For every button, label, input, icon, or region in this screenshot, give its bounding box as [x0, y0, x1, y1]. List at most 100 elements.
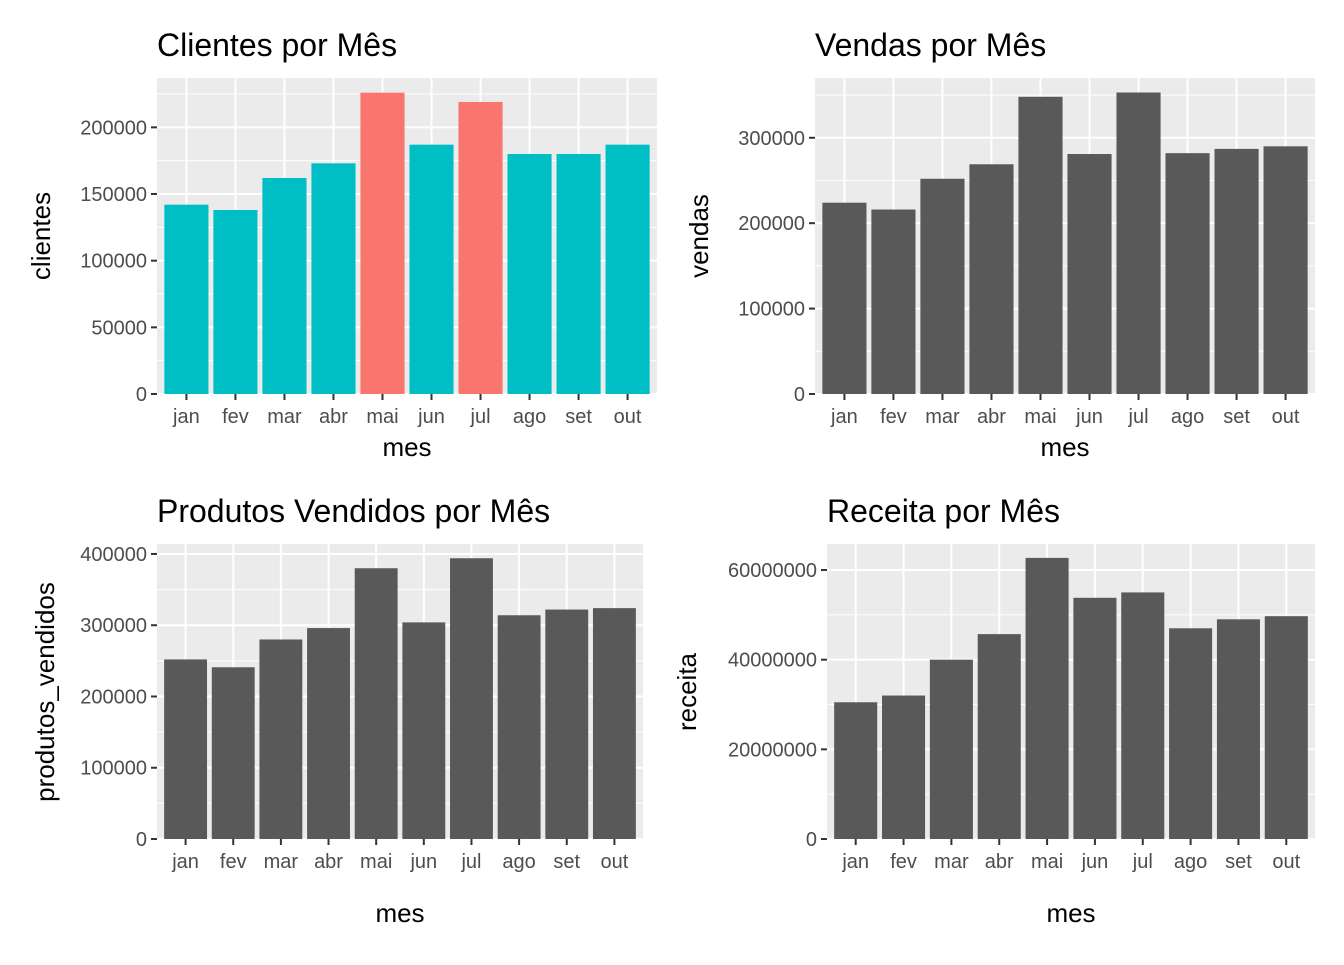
bar-set [1214, 148, 1259, 394]
x-tick-label: mar [264, 851, 299, 873]
x-tick-label: set [1223, 406, 1250, 428]
bar-fev [211, 667, 255, 839]
x-tick-label: fev [222, 406, 249, 428]
bar-fev [871, 209, 916, 394]
x-tick-label: jan [172, 406, 200, 428]
y-axis-label: receita [672, 652, 702, 731]
x-axis-ticks: jan fev mar abr mai jun jul ago set out [171, 839, 629, 873]
y-tick-label: 100000 [80, 758, 147, 780]
x-tick-label: ago [1171, 406, 1204, 428]
bar-jun [1073, 597, 1117, 839]
bar-jan [164, 659, 208, 839]
y-axis-label: vendas [684, 194, 714, 278]
x-axis-ticks: jan fev mar abr mai jun jul ago set out [841, 839, 1301, 873]
bar-jun [409, 144, 454, 394]
y-tick-label: 150000 [80, 184, 147, 206]
bar-mar [262, 178, 307, 394]
x-tick-label: abr [314, 851, 343, 873]
x-tick-label: out [1272, 406, 1300, 428]
x-tick-label: ago [1174, 851, 1207, 873]
x-tick-label: mai [1031, 851, 1063, 873]
x-tick-label: set [1225, 851, 1252, 873]
bars [834, 557, 1308, 839]
y-axis-ticks: 0 50000 100000 150000 200000 [80, 117, 157, 406]
chart-title: Clientes por Mês [157, 27, 397, 63]
x-tick-label: jul [460, 851, 481, 873]
chart-panel-vendas: Vendas por Mês 0 100000 200000 300000 jan fe… [672, 0, 1344, 480]
x-tick-label: abr [319, 406, 348, 428]
x-tick-label: jul [1128, 406, 1149, 428]
y-axis-ticks: 0 100000 200000 300000 [738, 128, 815, 406]
bars [822, 92, 1308, 395]
bar-set [1216, 619, 1260, 839]
bars [164, 92, 650, 395]
y-tick-label: 0 [136, 384, 147, 406]
x-tick-label: abr [977, 406, 1006, 428]
x-tick-label: mar [934, 851, 969, 873]
chart-vendas: Vendas por Mês 0 100000 200000 300000 jan fe… [684, 27, 1315, 462]
y-tick-label: 400000 [80, 544, 147, 566]
x-tick-label: mai [1024, 406, 1056, 428]
bar-mar [259, 639, 303, 839]
y-axis-ticks: 0 100000 200000 300000 400000 [80, 544, 157, 851]
y-tick-label: 100000 [738, 299, 805, 321]
bar-ago [497, 615, 541, 839]
x-tick-label: jun [409, 851, 437, 873]
chart-panel-clientes: Clientes por Mês 0 50000 100000 150000 20000… [0, 0, 672, 480]
bar-out [605, 144, 650, 394]
chart-receita: Receita por Mês 0 20000000 40000000 6000000… [672, 493, 1315, 928]
bars [164, 558, 636, 839]
x-axis-label: mes [1040, 432, 1089, 462]
x-tick-label: fev [890, 851, 917, 873]
bar-fev [882, 695, 926, 839]
x-tick-label: jul [470, 406, 491, 428]
bar-out [1264, 616, 1308, 839]
bar-out [592, 608, 636, 839]
bar-abr [307, 628, 350, 839]
y-tick-label: 200000 [80, 117, 147, 139]
bar-jul [1121, 592, 1165, 839]
chart-title: Receita por Mês [827, 493, 1060, 529]
bar-mar [929, 659, 973, 839]
bar-jul [458, 102, 503, 394]
y-tick-label: 0 [794, 384, 805, 406]
chart-title: Produtos Vendidos por Mês [157, 493, 550, 529]
x-axis-label: mes [375, 898, 424, 928]
bar-jun [1067, 154, 1112, 394]
bar-out [1263, 146, 1308, 394]
x-axis-label: mes [382, 432, 431, 462]
bar-mai [1025, 557, 1069, 839]
y-axis-label: produtos_vendidos [30, 582, 60, 802]
x-tick-label: jan [830, 406, 858, 428]
x-tick-label: mai [366, 406, 398, 428]
bar-ago [1169, 628, 1213, 839]
y-tick-label: 100000 [80, 251, 147, 273]
bar-ago [1165, 153, 1210, 394]
chart-title: Vendas por Mês [815, 27, 1046, 63]
bar-jun [402, 622, 446, 839]
x-tick-label: out [1272, 851, 1300, 873]
y-tick-label: 200000 [80, 686, 147, 708]
y-axis-label: clientes [26, 192, 56, 280]
y-tick-label: 40000000 [728, 650, 817, 672]
x-tick-label: jul [1132, 851, 1153, 873]
bar-jan [822, 202, 867, 394]
x-tick-label: mar [925, 406, 960, 428]
y-tick-label: 60000000 [728, 560, 817, 582]
x-axis-label: mes [1046, 898, 1095, 928]
x-tick-label: jun [417, 406, 445, 428]
bar-jul [450, 558, 493, 839]
chart-panel-produtos-vendidos: Produtos Vendidos por Mês 0 100000 200000 3… [0, 480, 672, 960]
x-tick-label: abr [985, 851, 1014, 873]
y-tick-label: 20000000 [728, 739, 817, 761]
x-tick-label: ago [513, 406, 546, 428]
x-tick-label: set [553, 851, 580, 873]
x-tick-label: mar [267, 406, 302, 428]
x-tick-label: fev [880, 406, 907, 428]
bar-abr [969, 164, 1014, 394]
x-tick-label: out [614, 406, 642, 428]
bar-abr [977, 634, 1021, 839]
y-tick-label: 200000 [738, 213, 805, 235]
x-tick-label: out [601, 851, 629, 873]
bar-mai [354, 568, 398, 839]
